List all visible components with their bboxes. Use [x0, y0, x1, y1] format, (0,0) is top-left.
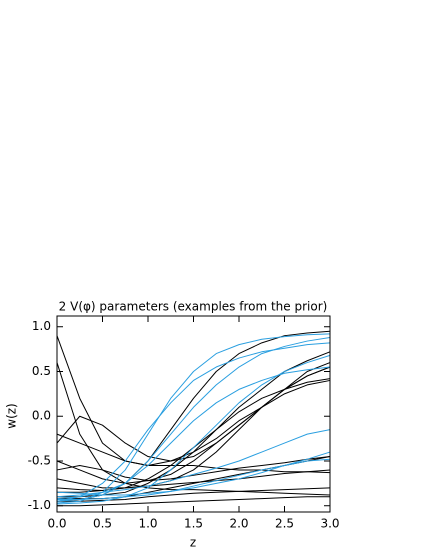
series-line [56, 333, 331, 504]
x-axis-label: z [190, 536, 196, 550]
x-tick-label: 3.0 [320, 517, 339, 531]
series-line [56, 379, 331, 466]
x-tick-label: 0.0 [47, 517, 66, 531]
x-tick-label: 1.5 [184, 517, 203, 531]
chart-title: 2 V(φ) parameters (examples from the pri… [59, 300, 328, 314]
series-line [56, 354, 331, 505]
y-tick-label: 0.0 [32, 409, 51, 423]
series-line [57, 487, 331, 502]
y-tick-label: -1.0 [28, 498, 51, 512]
series-line [57, 458, 331, 500]
y-tick-label: -0.5 [28, 453, 51, 467]
x-tick-label: 1.0 [138, 517, 157, 531]
y-tick-label: 1.0 [32, 319, 51, 333]
series-line [56, 335, 331, 474]
x-tick-label: 0.5 [93, 517, 112, 531]
x-tick-label: 2.5 [275, 517, 294, 531]
x-tick-label: 2.0 [229, 517, 248, 531]
y-tick-label: 0.5 [32, 364, 51, 378]
series-line [57, 496, 330, 507]
series-line [56, 366, 331, 500]
series-line [56, 456, 331, 482]
y-axis-label: w(z) [5, 403, 19, 428]
series-line [56, 342, 331, 502]
